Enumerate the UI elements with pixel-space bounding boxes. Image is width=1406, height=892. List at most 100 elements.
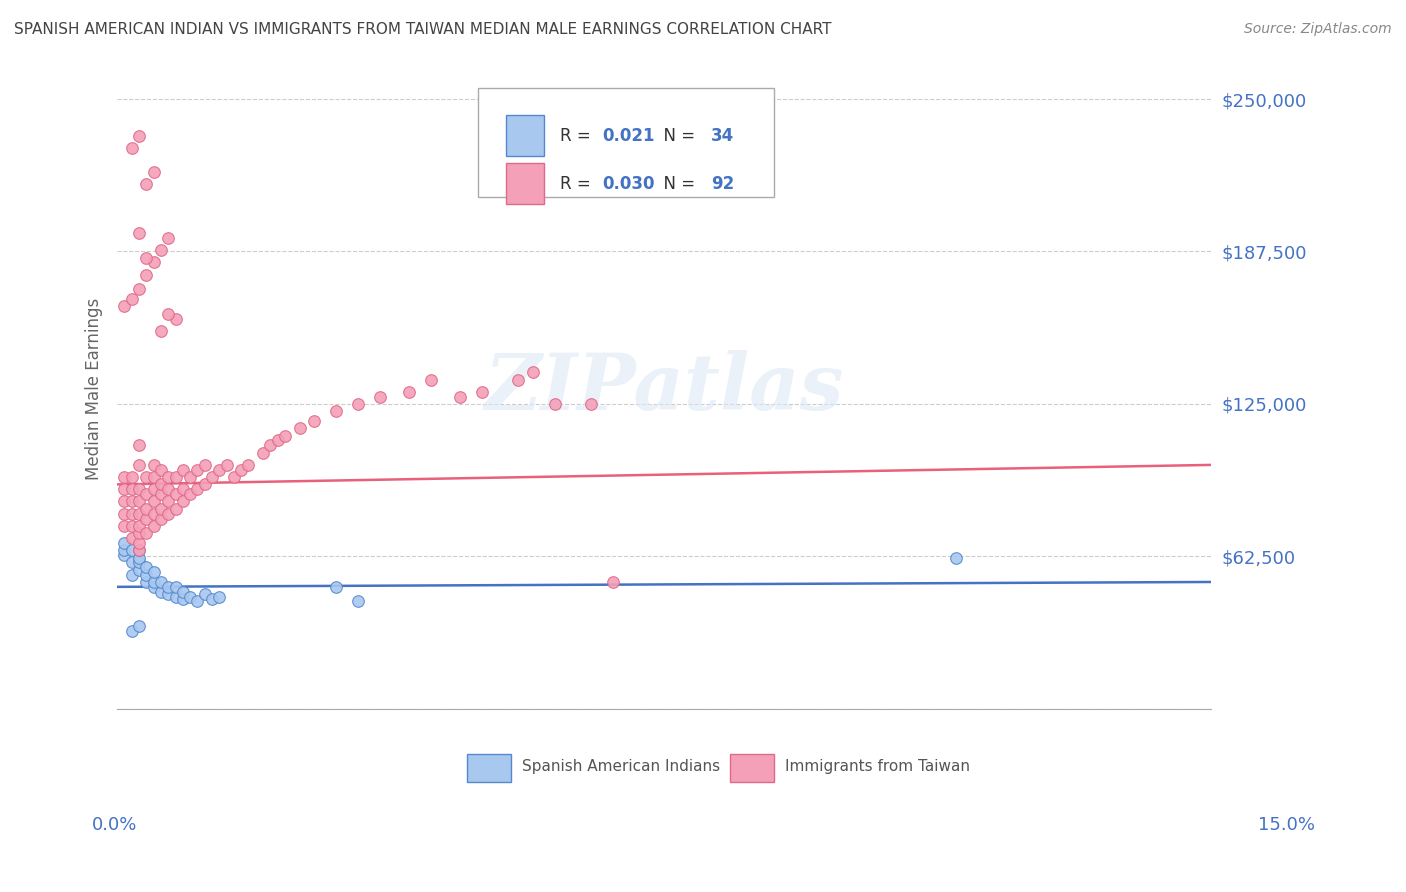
Text: N =: N =	[654, 175, 700, 193]
Point	[149, 574, 172, 589]
Point	[157, 587, 180, 601]
Point	[114, 494, 136, 508]
Point	[135, 567, 157, 582]
Point	[142, 255, 165, 269]
Text: 0.030: 0.030	[602, 175, 654, 193]
Point	[128, 556, 150, 570]
Text: 15.0%: 15.0%	[1257, 816, 1315, 834]
Point	[288, 421, 311, 435]
Point	[325, 580, 347, 594]
Point	[186, 483, 208, 497]
Point	[135, 560, 157, 574]
Point	[544, 397, 567, 411]
Point	[165, 470, 187, 484]
Point	[128, 543, 150, 558]
Point	[172, 584, 194, 599]
Point	[149, 584, 172, 599]
Point	[128, 536, 150, 550]
Point	[135, 487, 157, 501]
FancyBboxPatch shape	[478, 87, 773, 196]
Point	[142, 483, 165, 497]
Point	[508, 372, 530, 386]
Point	[449, 390, 471, 404]
Point	[194, 477, 217, 491]
Point	[149, 487, 172, 501]
Point	[179, 487, 201, 501]
Point	[419, 372, 441, 386]
Point	[172, 463, 194, 477]
Point	[114, 543, 136, 558]
Point	[222, 470, 245, 484]
FancyBboxPatch shape	[467, 754, 512, 782]
Point	[157, 231, 180, 245]
Point	[149, 511, 172, 525]
Point	[128, 563, 150, 577]
Point	[157, 483, 180, 497]
Point	[157, 470, 180, 484]
Point	[114, 519, 136, 533]
Point	[121, 567, 143, 582]
Point	[165, 501, 187, 516]
Point	[347, 397, 370, 411]
Point	[135, 268, 157, 282]
Point	[135, 251, 157, 265]
Point	[142, 565, 165, 579]
Point	[121, 531, 143, 545]
Point	[114, 548, 136, 562]
Point	[114, 470, 136, 484]
Point	[471, 384, 494, 399]
Point	[142, 519, 165, 533]
FancyBboxPatch shape	[506, 115, 544, 156]
Point	[128, 128, 150, 143]
Point	[128, 543, 150, 558]
Point	[186, 594, 208, 608]
Point	[149, 501, 172, 516]
FancyBboxPatch shape	[506, 162, 544, 204]
Point	[165, 590, 187, 604]
Point	[215, 458, 238, 472]
Point	[238, 458, 260, 472]
Point	[157, 507, 180, 521]
Point	[142, 494, 165, 508]
Point	[128, 494, 150, 508]
Text: 0.0%: 0.0%	[91, 816, 136, 834]
Point	[135, 511, 157, 525]
Text: N =: N =	[654, 127, 700, 145]
FancyBboxPatch shape	[730, 754, 773, 782]
Point	[149, 324, 172, 338]
Point	[208, 590, 231, 604]
Point	[128, 226, 150, 240]
Point	[165, 580, 187, 594]
Point	[149, 463, 172, 477]
Point	[142, 580, 165, 594]
Text: SPANISH AMERICAN INDIAN VS IMMIGRANTS FROM TAIWAN MEDIAN MALE EARNINGS CORRELATI: SPANISH AMERICAN INDIAN VS IMMIGRANTS FR…	[14, 22, 831, 37]
Point	[522, 365, 544, 379]
Point	[252, 446, 274, 460]
Point	[135, 501, 157, 516]
Point	[325, 404, 347, 418]
Text: ZIPatlas: ZIPatlas	[485, 351, 844, 427]
Point	[121, 507, 143, 521]
Point	[165, 311, 187, 326]
Point	[172, 494, 194, 508]
Text: Source: ZipAtlas.com: Source: ZipAtlas.com	[1244, 22, 1392, 37]
Point	[231, 463, 253, 477]
Point	[194, 458, 217, 472]
Point	[179, 590, 201, 604]
Point	[135, 526, 157, 541]
Point	[142, 458, 165, 472]
Point	[128, 458, 150, 472]
Point	[128, 483, 150, 497]
Point	[128, 619, 150, 633]
Point	[114, 483, 136, 497]
Point	[142, 470, 165, 484]
Point	[172, 483, 194, 497]
Point	[128, 526, 150, 541]
Text: R =: R =	[561, 175, 596, 193]
Point	[581, 397, 603, 411]
Point	[165, 487, 187, 501]
Point	[128, 507, 150, 521]
Point	[128, 519, 150, 533]
Point	[128, 438, 150, 452]
Point	[602, 574, 624, 589]
